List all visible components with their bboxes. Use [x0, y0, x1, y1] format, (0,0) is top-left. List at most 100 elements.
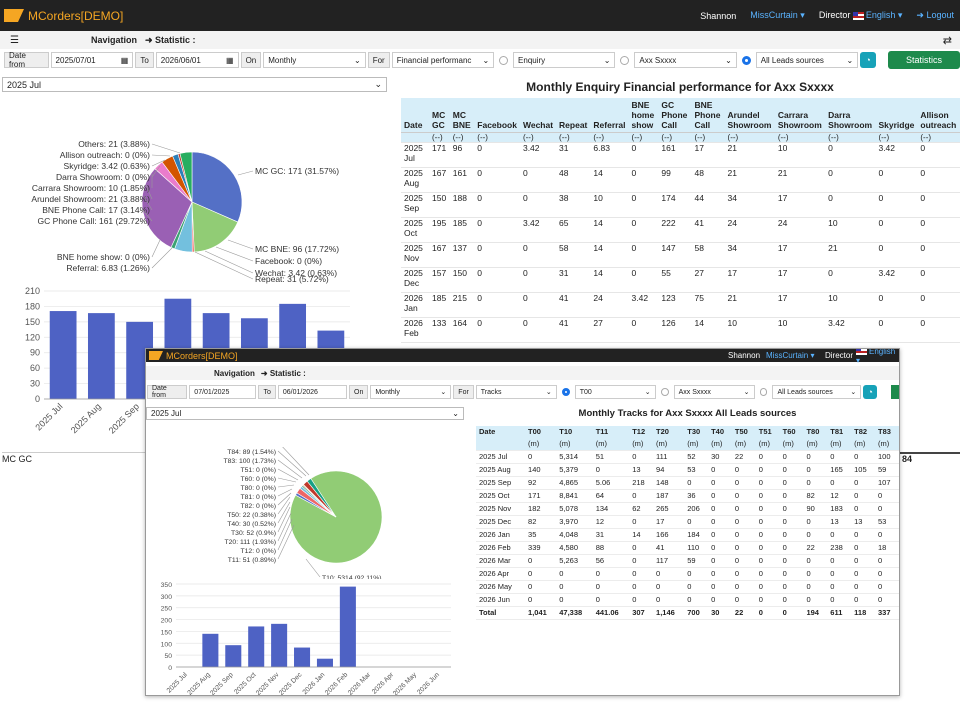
- tracks-column-header[interactable]: T10: [556, 426, 593, 437]
- tracks-column-header[interactable]: T50: [731, 426, 756, 437]
- enquiry-column-header[interactable]: Arundel Showroom: [724, 98, 775, 133]
- enquiry-column-header[interactable]: Allison outreach: [917, 98, 960, 133]
- overlay-month-select[interactable]: 2025 Jul ⌄: [146, 407, 464, 420]
- enquiry-column-header[interactable]: Darra Showroom: [825, 98, 876, 133]
- statistics-button[interactable]: Statistics: [887, 51, 960, 69]
- tracks-column-header[interactable]: T40: [708, 426, 732, 437]
- bar[interactable]: [316, 658, 333, 667]
- overlay-source-radio[interactable]: [759, 388, 768, 396]
- tracks-value-cell: 0: [525, 593, 557, 607]
- brand[interactable]: MCorders[DEMO]: [4, 9, 123, 23]
- expand-icon[interactable]: ⇄: [942, 34, 952, 47]
- overlay-date-to-input[interactable]: 06/01/2026: [277, 385, 347, 399]
- enquiry-unit-cell: (--): [556, 132, 591, 143]
- date-to-input[interactable]: 2026/06/01 ▦: [155, 52, 239, 68]
- pie-label: T50: 22 (0.38%): [227, 512, 276, 519]
- overlay-metric-select[interactable]: Tracks ⌄: [475, 385, 557, 399]
- enquiry-column-header[interactable]: Date: [401, 98, 429, 133]
- bar[interactable]: [225, 645, 242, 667]
- source-value: All Leads sources: [760, 55, 824, 65]
- overlay-track-select[interactable]: T00 ⌄: [574, 385, 656, 399]
- tracks-column-header[interactable]: T00: [525, 426, 557, 437]
- tracks-column-header[interactable]: T80: [803, 426, 828, 437]
- role-label[interactable]: Director English ▾: [819, 10, 903, 21]
- enquiry-column-header[interactable]: GC Phone Call: [658, 98, 692, 133]
- pie-slice-mc-bne[interactable]: [191, 201, 239, 253]
- date-from-input[interactable]: 2025/07/01 ▦: [50, 52, 134, 68]
- enquiry-row: 2026 Feb 133 164 0 0 41 27 0 126 14 10 10 3.42 0 0: [401, 317, 960, 343]
- tracks-column-header[interactable]: T12: [629, 426, 654, 437]
- overlay-date-from-input[interactable]: 07/01/2025: [189, 385, 257, 399]
- enquiry-value-cell: 41: [556, 317, 591, 343]
- bar[interactable]: [202, 633, 219, 667]
- tracks-column-header[interactable]: T60: [779, 426, 804, 437]
- bar[interactable]: [339, 586, 356, 667]
- enquiry-column-header[interactable]: Wechat: [519, 98, 557, 133]
- enquiry-column-header[interactable]: Skyridge: [875, 98, 918, 133]
- tracks-unit-cell: (m): [851, 437, 875, 451]
- date-from-label: Date from: [4, 51, 49, 69]
- overlay-chart-toggle-button[interactable]: ◔: [863, 385, 878, 399]
- pie-label: Allison outreach: 0 (0%): [60, 150, 150, 160]
- overlay-navigation-link[interactable]: Navigation: [214, 368, 255, 378]
- tracks-column-header[interactable]: T82: [851, 426, 875, 437]
- overlay-person-select[interactable]: Axx Sxxxx ⌄: [673, 385, 755, 399]
- tracks-value-cell: 0: [827, 554, 852, 568]
- enquiry-column-header[interactable]: Facebook: [474, 98, 520, 133]
- language-dropdown[interactable]: English ▾: [852, 10, 902, 20]
- bar[interactable]: [271, 623, 288, 667]
- enquiry-column-header[interactable]: MC GC: [429, 98, 450, 133]
- overlay-source-select[interactable]: All Leads sources ⌄: [772, 385, 862, 399]
- menu-icon[interactable]: ☰: [10, 34, 19, 46]
- tracks-date-cell: 2026 May: [476, 580, 526, 594]
- enquiry-column-header[interactable]: Carrara Showroom: [774, 98, 826, 133]
- enquiry-column-header[interactable]: Referral: [590, 98, 629, 133]
- metric-value: Financial performanc: [396, 55, 472, 65]
- statistic-link[interactable]: ➜ Statistic :: [144, 34, 196, 45]
- type-value: Enquiry: [518, 55, 546, 65]
- tracks-column-header[interactable]: T51: [755, 426, 780, 437]
- pie-slice-others[interactable]: [179, 151, 193, 203]
- bar[interactable]: [294, 647, 311, 667]
- total-peek-value: 84: [902, 454, 913, 464]
- overlay-account-dropdown[interactable]: MissCurtain ▾: [766, 351, 815, 360]
- month-select[interactable]: 2025 Jul ⌄: [2, 77, 387, 92]
- overlay-person-radio[interactable]: [660, 388, 669, 396]
- enquiry-column-header[interactable]: BNE Phone Call: [691, 98, 725, 133]
- chevron-down-icon: ⌄: [545, 389, 552, 396]
- chart-toggle-button[interactable]: ◔: [860, 52, 876, 68]
- period-select[interactable]: Monthly ⌄: [263, 52, 366, 68]
- source-select[interactable]: All Leads sources ⌄: [755, 52, 859, 68]
- overlay-track-radio[interactable]: [561, 388, 570, 396]
- tracks-column-header[interactable]: Date: [476, 426, 526, 437]
- tracks-column-header[interactable]: T83: [874, 426, 899, 437]
- overlay-statistics-button[interactable]: [891, 385, 899, 399]
- overlay-language-dropdown[interactable]: English ▾: [856, 349, 899, 365]
- bar[interactable]: [248, 626, 265, 667]
- navigation-link[interactable]: Navigation: [90, 35, 137, 45]
- overlay-period-select[interactable]: Monthly ⌄: [370, 385, 452, 399]
- logout-link[interactable]: ➜ Logout: [916, 10, 954, 21]
- type-radio[interactable]: [499, 55, 509, 65]
- tracks-column-header[interactable]: T81: [827, 426, 852, 437]
- metric-select[interactable]: Financial performanc ⌄: [391, 52, 495, 68]
- tracks-column-header[interactable]: T20: [653, 426, 685, 437]
- source-radio[interactable]: [741, 55, 751, 65]
- type-select[interactable]: Enquiry ⌄: [513, 52, 616, 68]
- person-radio[interactable]: [620, 55, 630, 65]
- enquiry-column-header[interactable]: Repeat: [556, 98, 591, 133]
- person-select[interactable]: Axx Sxxxx ⌄: [634, 52, 737, 68]
- tracks-value-cell: 0: [779, 515, 804, 529]
- overlay-brand[interactable]: MCorders[DEMO]: [166, 350, 238, 361]
- pie-slice-t84[interactable]: [306, 478, 337, 518]
- tracks-column-header[interactable]: T30: [684, 426, 709, 437]
- pie-slice-gc-phone-call[interactable]: [141, 168, 193, 248]
- bar[interactable]: [87, 313, 115, 399]
- tracks-column-header[interactable]: T11: [592, 426, 630, 437]
- overlay-statistic-link[interactable]: ➜ Statistic :: [260, 368, 306, 378]
- bar[interactable]: [49, 311, 77, 399]
- pie-slice-mc-gc[interactable]: [191, 151, 243, 223]
- account-dropdown[interactable]: MissCurtain ▾: [750, 10, 805, 20]
- enquiry-column-header[interactable]: BNE home show: [628, 98, 659, 133]
- enquiry-column-header[interactable]: MC BNE: [449, 98, 475, 133]
